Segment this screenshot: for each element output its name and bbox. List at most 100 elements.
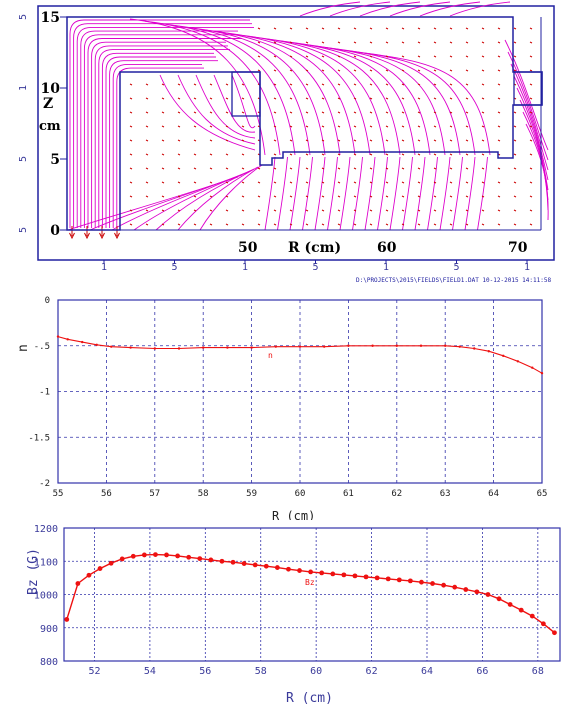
field-vector [273, 181, 277, 184]
field-vector [225, 195, 229, 198]
bz-point [374, 575, 380, 581]
y-tick-label: 15 [41, 10, 60, 26]
field-vector [337, 139, 341, 142]
n-point [395, 344, 398, 347]
field-vector [353, 41, 357, 44]
field-vector [417, 83, 421, 86]
field-vector [481, 181, 485, 184]
field-vector [433, 41, 437, 44]
bz-point [463, 587, 469, 592]
field-vector [289, 195, 293, 198]
field-vector [369, 27, 373, 30]
field-vector [481, 97, 485, 100]
n-point [458, 345, 461, 348]
bz-series-label: Bz [305, 578, 315, 587]
outer-y-tick-label: 5 [18, 14, 29, 20]
field-vector [385, 209, 389, 212]
field-vector [193, 167, 197, 170]
field-vector [273, 153, 277, 156]
field-vector [337, 167, 341, 170]
field-line-gap [174, 25, 311, 156]
n-x-tick-label: 61 [343, 489, 354, 499]
bottom-tick-label: 1 [242, 262, 248, 273]
field-vector [129, 83, 133, 86]
field-vector [241, 111, 245, 114]
n-point [81, 340, 84, 344]
field-vector [321, 41, 325, 44]
field-vector [433, 97, 437, 100]
field-vector [129, 153, 133, 156]
field-vector [129, 125, 133, 128]
bz-curve [64, 552, 557, 636]
field-vector [529, 41, 533, 44]
field-vector [337, 27, 341, 30]
n-y-tick-label: -1.5 [28, 433, 50, 443]
n-point [444, 344, 447, 347]
field-vector [353, 55, 357, 58]
field-vector [193, 195, 197, 198]
field-vector [257, 195, 261, 198]
field-line-yoke [105, 56, 216, 228]
field-vector [513, 125, 517, 128]
n-x-tick-label: 58 [198, 489, 209, 499]
field-line-yoke [98, 49, 230, 228]
field-lines [67, 1, 549, 231]
bz-point [297, 568, 302, 573]
field-vector [529, 139, 533, 142]
field-vector [401, 223, 405, 226]
field-vector [353, 97, 357, 100]
field-vector [449, 125, 453, 128]
field-vector [385, 223, 389, 226]
y-axis-ticks: 15 10 5 0 [41, 10, 67, 239]
n-y-tick-label: 0 [45, 296, 50, 306]
field-vector [225, 97, 229, 100]
y-tick-label: 5 [50, 152, 60, 168]
field-vector [305, 139, 309, 142]
n-x-tick-label: 65 [537, 489, 548, 499]
bz-point [197, 556, 203, 561]
field-vector [241, 83, 245, 86]
field-vector [305, 195, 309, 198]
bz-point [518, 607, 524, 613]
field-vector [529, 153, 533, 156]
field-vector [401, 125, 405, 128]
field-line-fringe-right [504, 39, 549, 151]
bz-y-tick-label: 1200 [34, 524, 58, 535]
field-vector [513, 27, 517, 30]
field-vector [465, 195, 469, 198]
field-vector [417, 167, 421, 170]
field-line-inner [195, 74, 256, 139]
field-vector [289, 209, 293, 212]
x-axis-label: R (cm) [288, 240, 341, 256]
bz-point [352, 573, 358, 579]
field-vector [145, 83, 149, 86]
field-vector [497, 83, 501, 86]
n-x-tick-label: 55 [53, 489, 64, 499]
field-line-yoke [101, 52, 214, 228]
magnet-outline [66, 16, 543, 231]
field-vector [209, 83, 213, 86]
field-vector [417, 139, 421, 142]
field-vector [273, 167, 277, 170]
field-vector [305, 27, 309, 30]
field-vector [433, 55, 437, 58]
field-vector [465, 153, 469, 156]
field-vector [225, 111, 229, 114]
field-vector [465, 83, 469, 86]
field-vector [417, 195, 421, 198]
field-vector [465, 167, 469, 170]
field-line-yoke [69, 19, 250, 228]
field-vector [465, 69, 469, 72]
field-vector [433, 139, 437, 142]
n-point [129, 346, 132, 349]
field-vector [241, 139, 245, 142]
field-vector [257, 55, 261, 58]
field-vector [353, 83, 357, 86]
field-vector [465, 97, 469, 100]
bz-point [419, 579, 424, 585]
right-coil [513, 71, 543, 106]
field-vector [353, 209, 357, 212]
n-point [473, 347, 476, 350]
field-vector [529, 83, 533, 86]
field-vector [385, 181, 389, 184]
